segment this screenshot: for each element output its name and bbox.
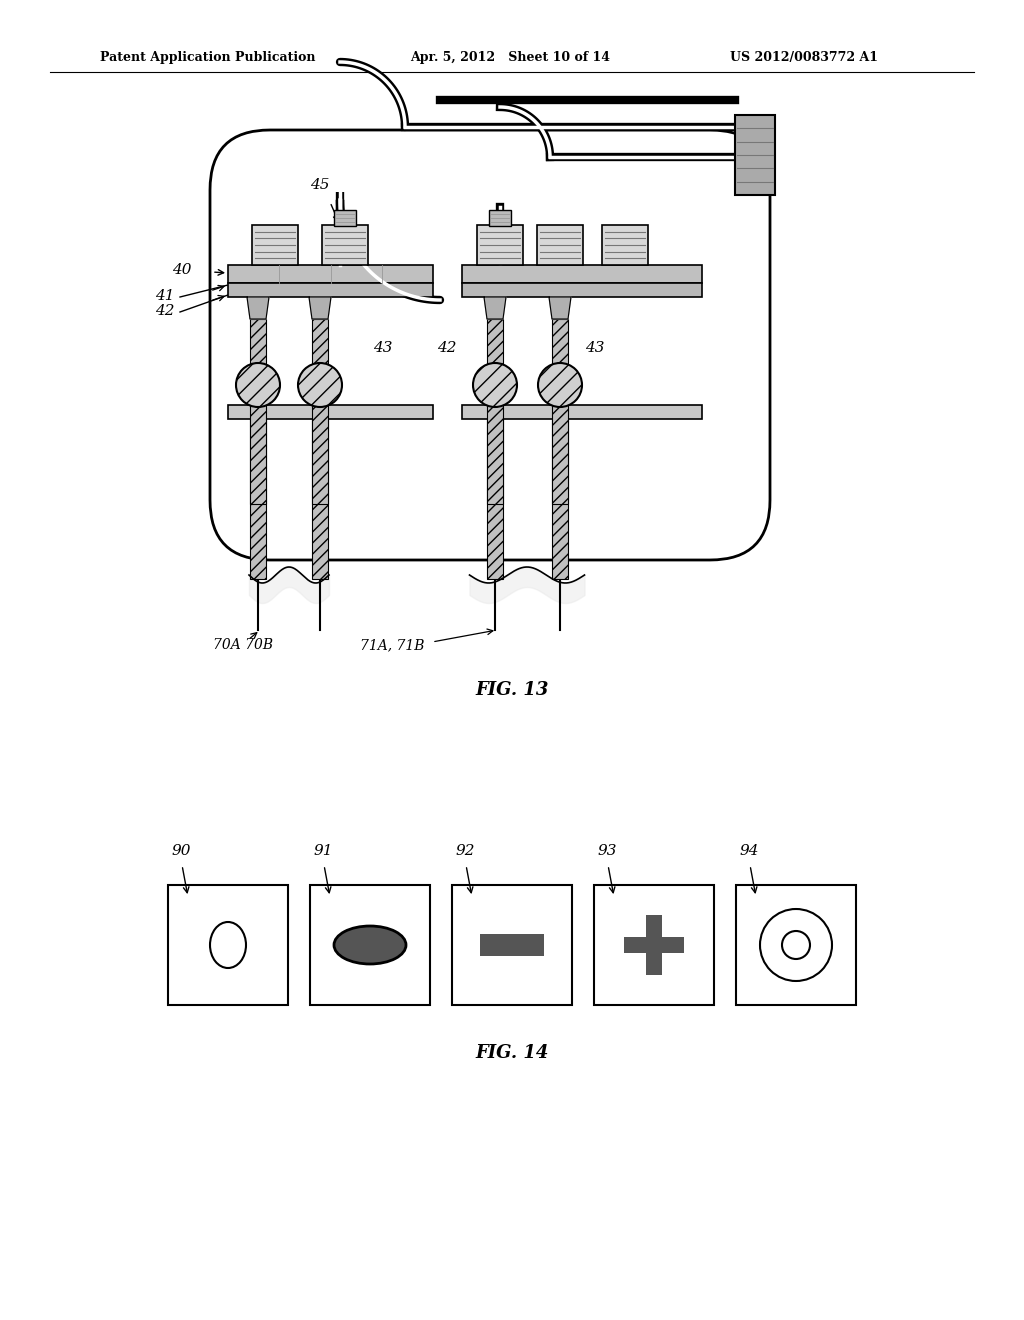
Text: 42: 42 xyxy=(156,304,175,318)
Bar xyxy=(228,282,433,297)
Ellipse shape xyxy=(210,921,246,968)
Polygon shape xyxy=(247,297,269,319)
Bar xyxy=(487,418,503,579)
Text: 41: 41 xyxy=(156,289,175,304)
Bar xyxy=(252,224,298,265)
Polygon shape xyxy=(309,297,331,319)
Bar xyxy=(477,224,523,265)
Bar xyxy=(452,884,572,1005)
Text: 94: 94 xyxy=(740,843,760,858)
Bar xyxy=(312,319,328,504)
Text: 45: 45 xyxy=(310,178,330,191)
Bar xyxy=(552,418,568,579)
Bar xyxy=(322,224,368,265)
FancyBboxPatch shape xyxy=(210,129,770,560)
Bar xyxy=(736,884,856,1005)
Bar xyxy=(462,405,702,418)
Ellipse shape xyxy=(334,927,406,964)
Polygon shape xyxy=(484,297,506,319)
Text: 40: 40 xyxy=(172,263,193,277)
Bar xyxy=(334,210,356,226)
Circle shape xyxy=(760,909,831,981)
Text: 70A 70B: 70A 70B xyxy=(213,638,273,652)
Text: Patent Application Publication: Patent Application Publication xyxy=(100,51,315,65)
Bar xyxy=(462,265,702,282)
Bar xyxy=(487,319,503,504)
Text: 92: 92 xyxy=(456,843,475,858)
Bar xyxy=(489,210,511,226)
Bar xyxy=(250,319,266,504)
Text: Apr. 5, 2012   Sheet 10 of 14: Apr. 5, 2012 Sheet 10 of 14 xyxy=(410,51,610,65)
Bar xyxy=(312,418,328,579)
Bar xyxy=(602,224,648,265)
Bar xyxy=(735,115,775,195)
Circle shape xyxy=(782,931,810,960)
Text: 91: 91 xyxy=(314,843,334,858)
Bar xyxy=(537,224,583,265)
Bar xyxy=(646,915,662,975)
Text: FIG. 13: FIG. 13 xyxy=(475,681,549,700)
Circle shape xyxy=(298,363,342,407)
Text: 43: 43 xyxy=(586,341,605,355)
Circle shape xyxy=(236,363,280,407)
Bar xyxy=(552,319,568,504)
Polygon shape xyxy=(549,297,571,319)
Bar xyxy=(480,935,544,956)
Text: 93: 93 xyxy=(598,843,617,858)
Text: US 2012/0083772 A1: US 2012/0083772 A1 xyxy=(730,51,878,65)
Bar xyxy=(624,937,684,953)
Bar xyxy=(594,884,714,1005)
Text: 90: 90 xyxy=(172,843,191,858)
Text: 43: 43 xyxy=(374,341,393,355)
Text: FIG. 14: FIG. 14 xyxy=(475,1044,549,1063)
Bar xyxy=(168,884,288,1005)
Bar xyxy=(228,405,433,418)
Circle shape xyxy=(538,363,582,407)
Bar xyxy=(250,418,266,579)
Bar xyxy=(462,282,702,297)
Circle shape xyxy=(473,363,517,407)
Text: 42: 42 xyxy=(437,341,457,355)
Bar xyxy=(228,265,433,282)
Text: 71A, 71B: 71A, 71B xyxy=(360,638,425,652)
Bar xyxy=(310,884,430,1005)
